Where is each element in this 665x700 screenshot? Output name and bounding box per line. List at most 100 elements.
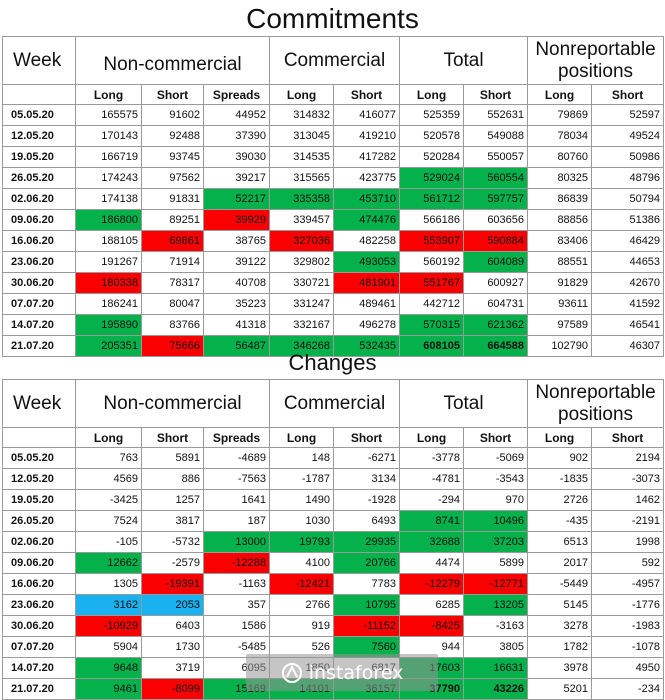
week-cell: 23.06.20 xyxy=(2,251,76,273)
value-cell: 39929 xyxy=(203,209,270,231)
value-cell: 2053 xyxy=(141,594,204,616)
value-cell: 549088 xyxy=(463,125,529,147)
value-cell: 43226 xyxy=(463,678,529,700)
subheader-long: Long xyxy=(527,84,593,105)
value-cell: 50794 xyxy=(591,188,665,210)
value-cell: 560554 xyxy=(463,167,529,189)
value-cell: 83766 xyxy=(141,314,204,336)
commercial-header: Commercial xyxy=(268,36,401,85)
value-cell: 52597 xyxy=(591,104,665,126)
week-header: Week xyxy=(2,379,76,428)
subheader-short: Short xyxy=(463,84,529,105)
value-cell: 19793 xyxy=(269,531,334,553)
value-cell: 6403 xyxy=(141,615,204,637)
value-cell: 38765 xyxy=(203,230,270,252)
table-row: 12.05.20 170143 92488 37390 313045 419210 5205… xyxy=(2,125,665,147)
value-cell: 520284 xyxy=(399,146,465,168)
value-cell: 79869 xyxy=(527,104,593,126)
value-cell: -1928 xyxy=(332,489,401,511)
value-cell: 187 xyxy=(203,510,270,532)
value-cell: 71914 xyxy=(141,251,204,273)
value-cell: 50986 xyxy=(591,146,665,168)
week-cell: 16.06.20 xyxy=(2,573,76,595)
subheader-short: Short xyxy=(591,427,665,448)
week-cell: 19.05.20 xyxy=(2,146,76,168)
value-cell: 592 xyxy=(591,552,665,574)
table-row: 09.06.20 186800 89251 39929 339457 474476 5661… xyxy=(2,209,665,231)
subheader-long: Long xyxy=(75,427,142,448)
value-cell: 6493 xyxy=(332,510,401,532)
value-cell: -435 xyxy=(527,510,593,532)
value-cell: -3543 xyxy=(463,468,529,490)
total-header: Total xyxy=(399,36,529,85)
value-cell: 314832 xyxy=(269,104,334,126)
value-cell: 80325 xyxy=(527,167,593,189)
value-cell: 40708 xyxy=(203,272,270,294)
value-cell: 417282 xyxy=(332,146,401,168)
value-cell: 5201 xyxy=(527,678,593,700)
changes-table: Week Non-commercial Commercial Total Non… xyxy=(2,379,665,700)
value-cell: -3425 xyxy=(75,489,142,511)
watermark-text: instaforex xyxy=(308,661,404,684)
value-cell: 3162 xyxy=(75,594,142,616)
value-cell: 453710 xyxy=(332,188,401,210)
table-row: 16.06.20 188105 69861 38765 327036 482258 5539… xyxy=(2,230,665,252)
value-cell: -19391 xyxy=(141,573,204,595)
week-cell: 02.06.20 xyxy=(2,188,76,210)
week-cell: 19.05.20 xyxy=(2,489,76,511)
value-cell: 13205 xyxy=(463,594,529,616)
value-cell: 7783 xyxy=(332,573,401,595)
changes-title: Changes xyxy=(288,350,377,375)
value-cell: 195890 xyxy=(75,314,142,336)
value-cell: 419210 xyxy=(332,125,401,147)
value-cell: 80047 xyxy=(141,293,204,315)
value-cell: 41592 xyxy=(591,293,665,315)
week-header: Week xyxy=(2,36,76,85)
value-cell: 180338 xyxy=(75,272,142,294)
value-cell: 919 xyxy=(269,615,334,637)
week-cell: 26.05.20 xyxy=(2,510,76,532)
table-row: 14.07.20 195890 83766 41318 332167 496278 5703… xyxy=(2,314,665,336)
week-cell: 21.07.20 xyxy=(2,678,76,700)
value-cell: 608105 xyxy=(399,335,465,357)
subheader-short: Short xyxy=(591,84,665,105)
subheader-spreads: Spreads xyxy=(203,427,270,448)
subheader-long: Long xyxy=(527,427,593,448)
value-cell: 331247 xyxy=(269,293,334,315)
table-row: 07.07.20 186241 80047 35223 331247 489461 4427… xyxy=(2,293,665,315)
value-cell: 35223 xyxy=(203,293,270,315)
value-cell: 42670 xyxy=(591,272,665,294)
value-cell: -1835 xyxy=(527,468,593,490)
subheader-long: Long xyxy=(75,84,142,105)
value-cell: 552631 xyxy=(463,104,529,126)
value-cell: 664588 xyxy=(463,335,529,357)
value-cell: 339457 xyxy=(269,209,334,231)
value-cell: 416077 xyxy=(332,104,401,126)
value-cell: -4957 xyxy=(591,573,665,595)
value-cell: -10929 xyxy=(75,615,142,637)
value-cell: -12288 xyxy=(203,552,270,574)
value-cell: 3817 xyxy=(141,510,204,532)
subheader-short: Short xyxy=(141,427,204,448)
value-cell: 186800 xyxy=(75,209,142,231)
value-cell: 970 xyxy=(463,489,529,511)
value-cell: 314535 xyxy=(269,146,334,168)
table-row: 23.06.20 191267 71914 39122 329802 493053 5601… xyxy=(2,251,665,273)
value-cell: 188105 xyxy=(75,230,142,252)
subheader-short: Short xyxy=(463,427,529,448)
week-cell: 26.05.20 xyxy=(2,167,76,189)
value-cell: -5449 xyxy=(527,573,593,595)
value-cell: 481901 xyxy=(332,272,401,294)
value-cell: 3978 xyxy=(527,657,593,679)
table-row: 26.05.20 7524 3817 187 1030 6493 8741 10496 -435… xyxy=(2,510,665,532)
value-cell: 330721 xyxy=(269,272,334,294)
value-cell: 93745 xyxy=(141,146,204,168)
value-cell: 560192 xyxy=(399,251,465,273)
value-cell: -11152 xyxy=(332,615,401,637)
value-cell: 570315 xyxy=(399,314,465,336)
value-cell: 442712 xyxy=(399,293,465,315)
value-cell: 525359 xyxy=(399,104,465,126)
value-cell: 97562 xyxy=(141,167,204,189)
value-cell: 9648 xyxy=(75,657,142,679)
